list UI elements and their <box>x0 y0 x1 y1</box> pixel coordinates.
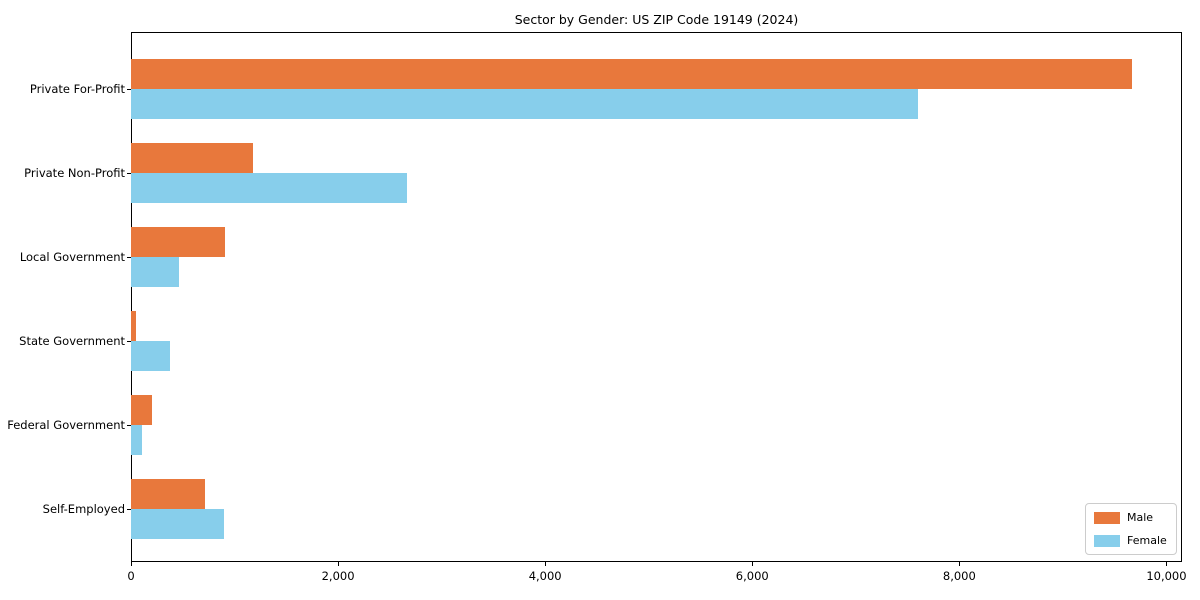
bar-female-1 <box>131 173 408 203</box>
y-axis-category-label: Local Government <box>19 250 125 264</box>
y-axis-tick <box>127 425 131 426</box>
x-axis-tick <box>545 562 547 566</box>
bar-male-5 <box>131 479 206 509</box>
x-axis-tick-label: 4,000 <box>528 569 562 583</box>
y-axis-category-label: Private For-Profit <box>29 82 125 96</box>
x-axis-tick <box>131 562 132 566</box>
plot-area <box>131 32 1182 562</box>
bar-male-0 <box>131 59 1133 89</box>
legend-item-female: Female <box>1094 534 1168 547</box>
y-axis-category-label: Private Non-Profit <box>24 166 125 180</box>
bar-female-5 <box>131 509 225 539</box>
legend: Male Female <box>1085 503 1177 555</box>
x-axis-tick-label: 8,000 <box>942 569 976 583</box>
y-axis-tick <box>127 257 131 258</box>
y-axis-category-label: Federal Government <box>7 418 125 432</box>
x-axis-tick <box>959 562 961 566</box>
legend-label-female: Female <box>1127 534 1167 547</box>
bar-male-1 <box>131 143 254 173</box>
female-color-swatch-icon <box>1094 534 1120 547</box>
bar-female-0 <box>131 89 918 119</box>
y-axis-tick <box>127 341 131 342</box>
male-color-swatch-icon <box>1094 511 1120 524</box>
x-axis-tick <box>752 562 754 566</box>
x-axis-tick-label: 0 <box>127 569 135 583</box>
bar-male-4 <box>131 395 153 425</box>
y-axis-category-label: Self-Employed <box>42 502 125 516</box>
y-axis-tick <box>127 89 131 90</box>
legend-label-male: Male <box>1127 511 1154 524</box>
x-axis-tick <box>338 562 340 566</box>
bar-male-3 <box>131 311 137 341</box>
bar-female-4 <box>131 425 142 455</box>
x-axis-tick-label: 6,000 <box>735 569 769 583</box>
y-axis-tick <box>127 509 131 510</box>
chart-title: Sector by Gender: US ZIP Code 19149 (202… <box>514 12 799 27</box>
y-axis-tick <box>127 173 131 174</box>
bar-female-3 <box>131 341 171 371</box>
bar-male-2 <box>131 227 226 257</box>
legend-item-male: Male <box>1094 511 1168 524</box>
x-axis-tick-label: 10,000 <box>1146 569 1187 583</box>
x-axis-tick-label: 2,000 <box>321 569 355 583</box>
x-axis-tick <box>1166 562 1168 566</box>
bar-female-2 <box>131 257 179 287</box>
y-axis-category-label: State Government <box>19 334 125 348</box>
